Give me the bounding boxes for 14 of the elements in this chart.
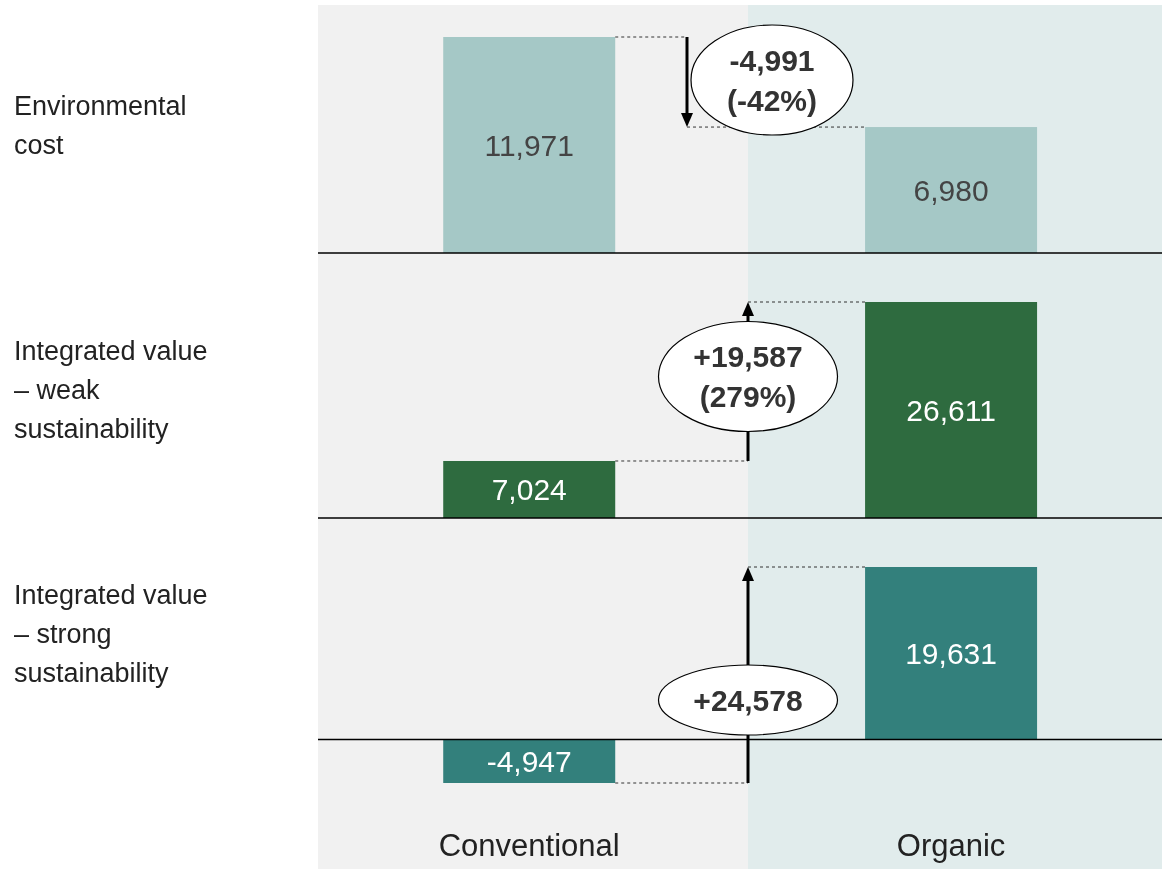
data-label: 11,971 <box>484 128 574 162</box>
data-label: 7,024 <box>491 472 567 506</box>
annotation: -4,991 (-42%) <box>726 43 818 117</box>
text: Environmental cost <box>14 90 187 160</box>
data-label: 26,611 <box>906 393 996 427</box>
x-tick-label: Organic <box>896 827 1006 863</box>
data-label: -4,947 <box>486 744 572 778</box>
annotation: +24,578 <box>693 683 803 717</box>
annotation: +19,587 (279%) <box>693 339 803 413</box>
data-label: 19,631 <box>905 636 997 670</box>
text: Integrated value – weak sustainability <box>14 336 208 444</box>
text: Integrated value – strong sustainability <box>14 580 208 688</box>
data-label: 6,980 <box>913 173 989 207</box>
x-tick-label: Conventional <box>438 827 620 863</box>
